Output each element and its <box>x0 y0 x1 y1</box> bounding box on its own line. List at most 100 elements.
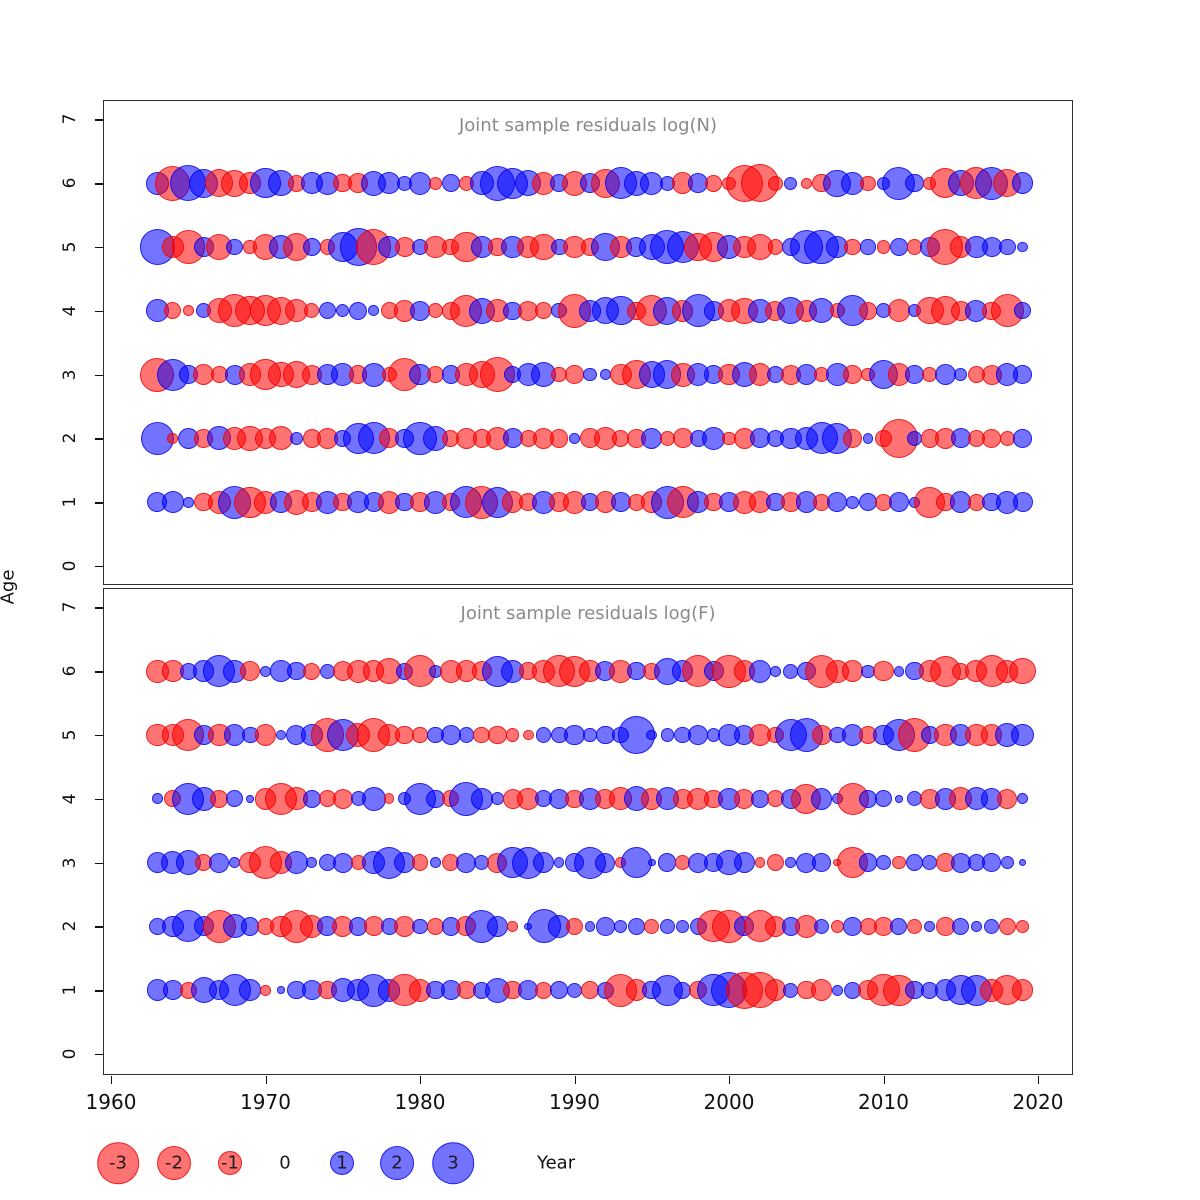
residual-bubble <box>532 851 555 874</box>
y-axis-tick-label: 6 <box>60 177 80 189</box>
residual-bubble <box>395 725 414 745</box>
residual-bubble <box>412 918 428 934</box>
residual-bubble <box>486 915 508 938</box>
residual-bubble <box>254 724 277 746</box>
residual-bubble <box>614 919 628 933</box>
y-axis-tick-label: 5 <box>60 729 80 741</box>
residual-bubble <box>997 788 1018 809</box>
residual-bubble <box>841 660 864 682</box>
residual-bubble <box>277 986 285 994</box>
residual-bubble <box>304 303 320 319</box>
residual-bubble <box>924 921 936 932</box>
residual-bubble <box>383 793 395 805</box>
residual-bubble <box>531 362 557 388</box>
residual-bubble <box>858 853 878 872</box>
residual-bubble <box>647 858 656 867</box>
residual-bubble <box>164 302 182 320</box>
residual-bubble <box>507 921 519 932</box>
residual-bubble <box>282 233 311 261</box>
x-axis-tick <box>883 1076 885 1084</box>
residual-bubble <box>471 788 493 810</box>
x-axis-tick-label: 2010 <box>858 1090 909 1114</box>
residual-bubble <box>688 724 709 746</box>
y-axis-tick-label: 5 <box>60 241 80 253</box>
y-axis-tick-label: 3 <box>60 369 80 381</box>
residual-bubble <box>970 921 982 932</box>
residual-bubble <box>952 917 970 935</box>
residual-bubble <box>1018 858 1027 867</box>
residual-bubble <box>336 304 350 318</box>
y-axis-tick-label: 0 <box>60 560 80 572</box>
residual-bubble <box>1014 302 1032 320</box>
residual-bubble <box>522 729 534 741</box>
residual-bubble <box>766 854 784 872</box>
residual-bubble <box>226 790 244 808</box>
residual-bubble <box>361 786 386 811</box>
panel-log-f: Joint sample residuals log(F) 0 1 2 3 4 5 6 7 19… <box>60 588 1073 1114</box>
residual-bubble <box>836 782 869 815</box>
legend-value-label: -2 <box>165 1152 183 1174</box>
residual-bubble <box>660 728 674 742</box>
residual-bubble <box>1013 365 1032 384</box>
y-axis-tick-label: 0 <box>60 1048 80 1060</box>
legend-value-label: -1 <box>221 1152 239 1174</box>
residual-bubble <box>536 727 552 743</box>
residual-bubble <box>620 846 652 879</box>
y-axis-tick-label: 4 <box>60 305 80 317</box>
residual-bubble <box>892 856 906 870</box>
legend-bubble-2 <box>380 1146 414 1180</box>
residual-bubble <box>566 982 583 998</box>
residual-bubble <box>332 788 353 809</box>
residual-bubble <box>906 918 922 934</box>
residual-bubble <box>275 729 287 741</box>
legend-value-label: -3 <box>109 1152 127 1174</box>
residual-bubble <box>440 724 461 746</box>
residual-bubble <box>506 728 520 742</box>
residual-bubble <box>549 980 569 1000</box>
residual-bubble <box>893 665 905 677</box>
residual-bubble <box>860 239 876 255</box>
y-axis-tick <box>95 926 103 928</box>
residual-bubble <box>1000 856 1014 870</box>
residual-bubble <box>927 228 964 266</box>
residual-bubble <box>814 918 830 934</box>
x-axis-tick-label: 1980 <box>394 1090 446 1114</box>
residual-bubble <box>830 919 844 933</box>
panel-log-n: Joint sample residuals log(N) 0 1 2 3 4 5 6 7 <box>60 100 1073 585</box>
y-axis-tick <box>95 502 103 504</box>
x-axis-tick <box>420 1076 422 1084</box>
residual-bubble <box>646 729 658 741</box>
residual-bubble <box>441 173 461 193</box>
residual-bubble <box>844 238 862 256</box>
x-axis-tick-label: 1960 <box>85 1090 137 1114</box>
residual-bubble <box>1012 492 1033 513</box>
x-axis-tick <box>574 1076 576 1084</box>
legend-bubble-3 <box>432 1142 474 1184</box>
x-axis-tick-label: 2000 <box>703 1090 755 1114</box>
residual-bubble <box>569 433 580 444</box>
x-axis-tick <box>111 1076 113 1084</box>
residual-bubble <box>984 918 1000 934</box>
y-axis-tick <box>95 1054 103 1056</box>
panel-log-n-title: Joint sample residuals log(N) <box>458 115 718 136</box>
y-axis-title: Age <box>0 569 19 605</box>
residual-bubble <box>583 728 597 742</box>
residual-bubble <box>428 176 443 190</box>
residual-bubble <box>812 853 831 872</box>
residual-bubble <box>427 303 444 319</box>
residual-bubble <box>800 177 812 189</box>
residual-bubble <box>583 368 597 382</box>
y-axis-tick <box>95 607 103 609</box>
residual-bubble <box>754 857 766 868</box>
residual-bubble <box>644 918 660 934</box>
residual-bubble <box>875 855 892 871</box>
residual-bubble <box>659 918 675 934</box>
x-axis-tick <box>1038 1076 1040 1084</box>
legend-value-label: 1 <box>336 1152 348 1174</box>
residual-bubble <box>905 173 924 193</box>
residual-bubble <box>1011 979 1034 1001</box>
residual-bubble <box>873 661 894 682</box>
legend-bubble--2 <box>157 1146 191 1180</box>
residual-bubble <box>487 725 507 745</box>
